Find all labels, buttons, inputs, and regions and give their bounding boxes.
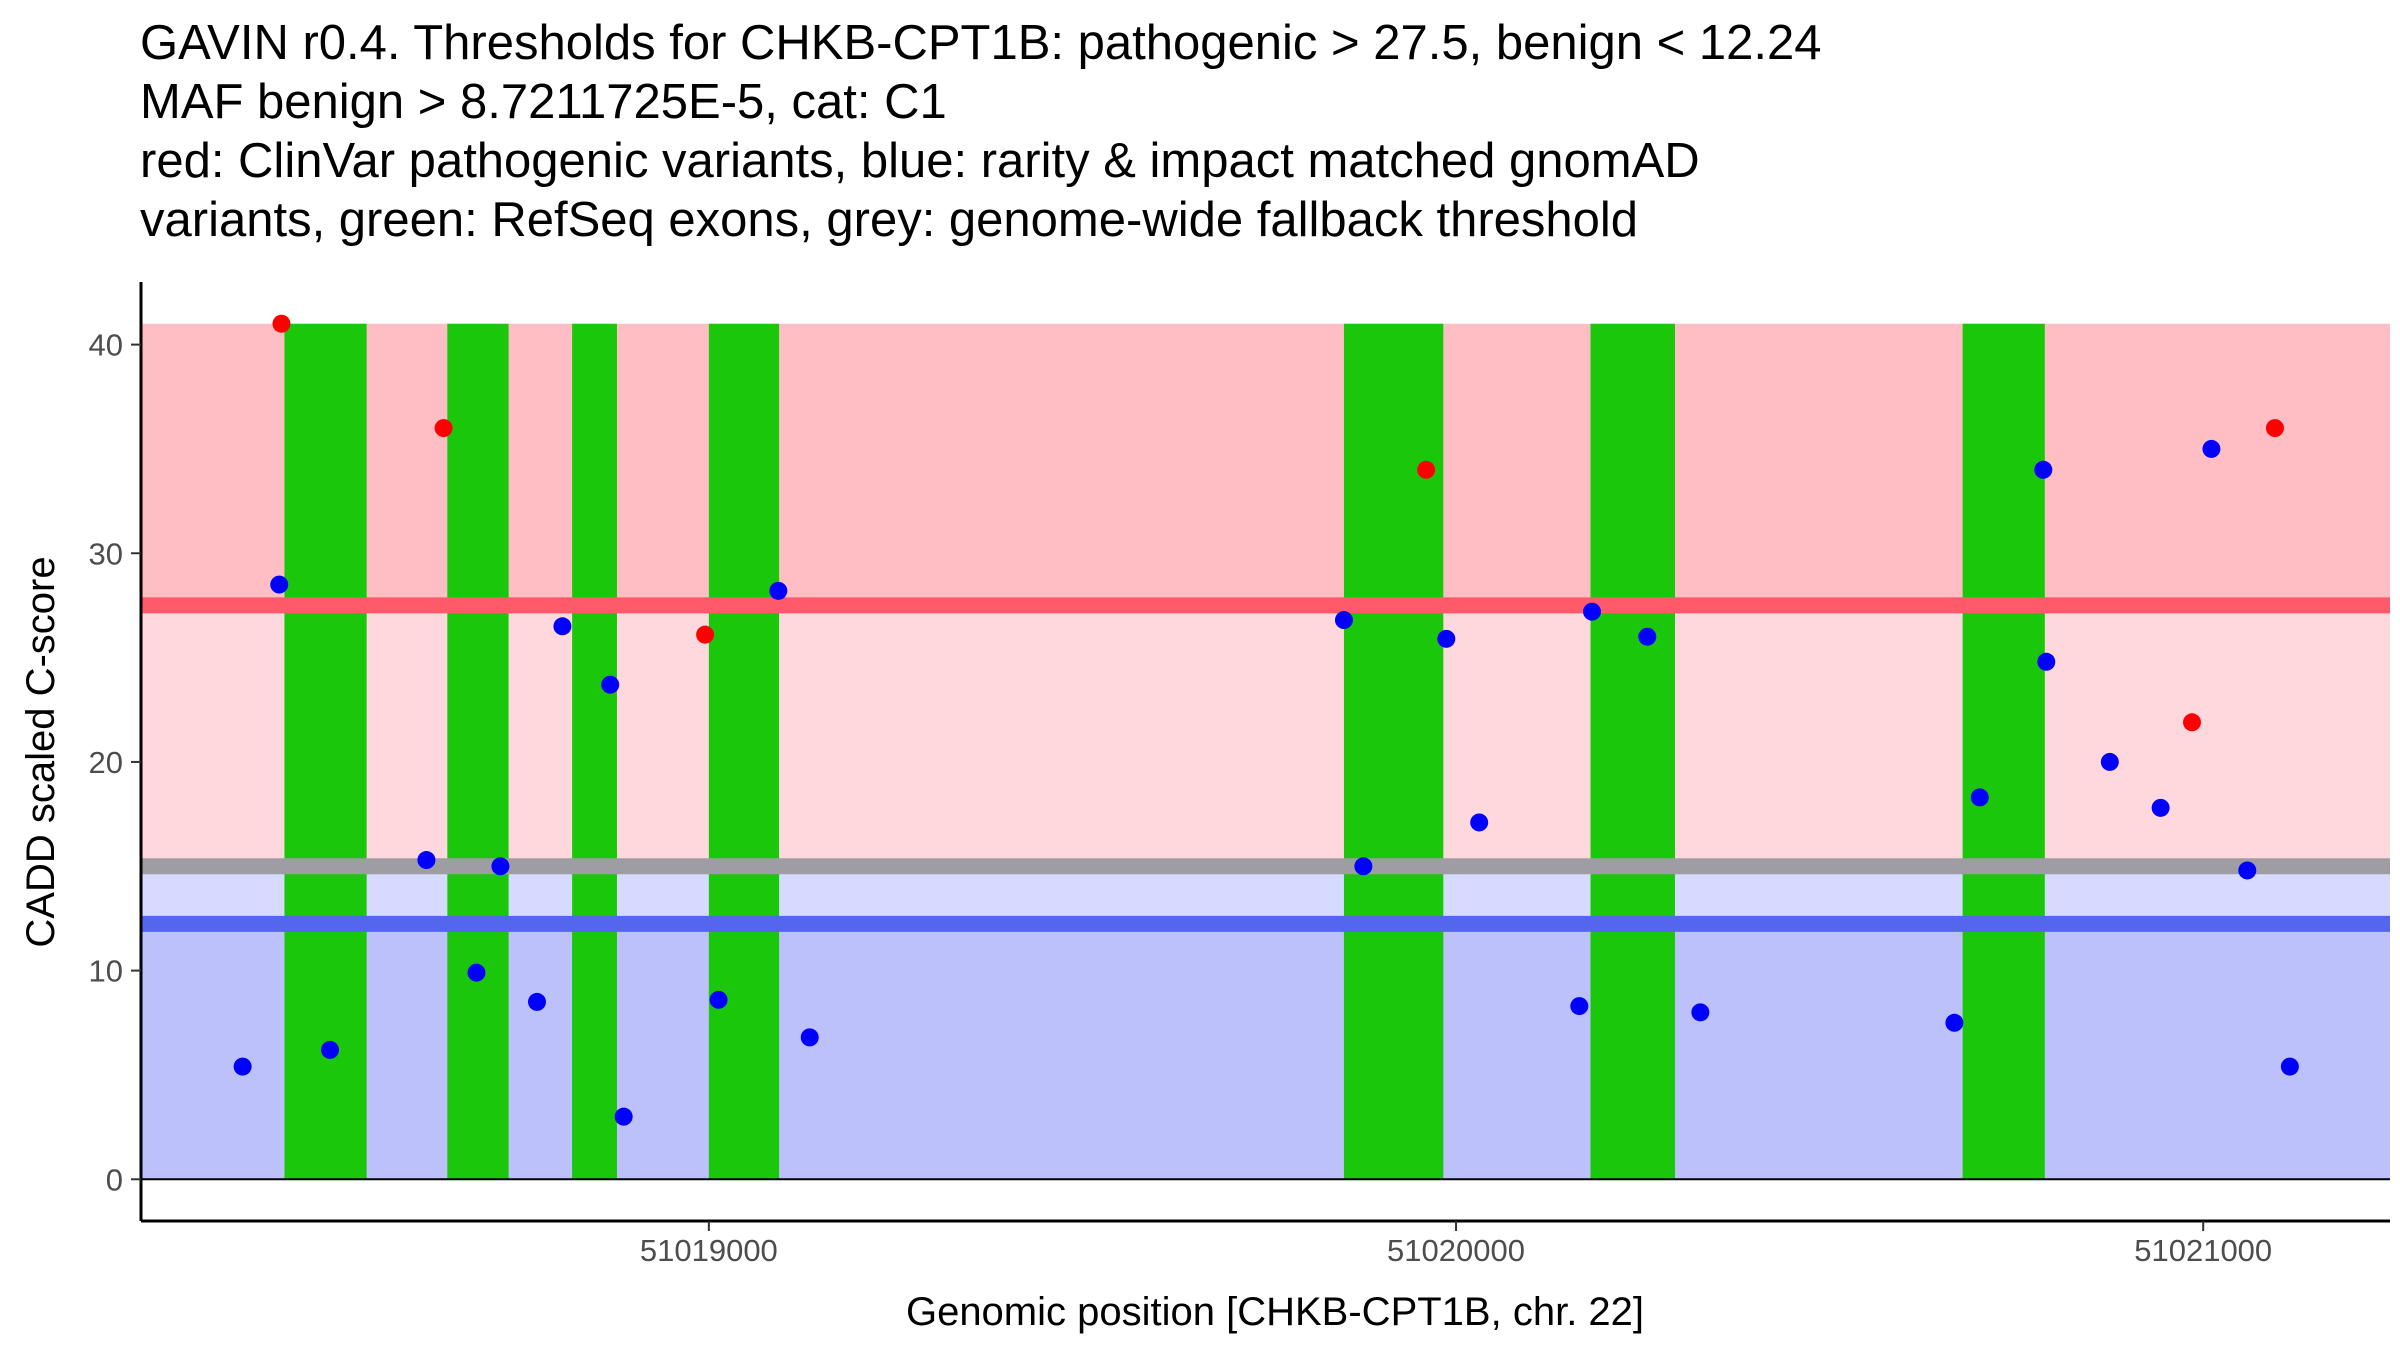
gnomad-variant-point-1 — [233, 1057, 252, 1076]
y-tick-label-10: 10 — [89, 954, 123, 989]
title-line-4: variants, green: RefSeq exons, grey: gen… — [140, 193, 1639, 247]
gnomad-variant-point-18 — [1570, 997, 1589, 1016]
gnomad-variant-point-13 — [800, 1028, 819, 1047]
y-tick-label-40: 40 — [89, 328, 123, 363]
x-tick-label-51020000: 51020000 — [1387, 1233, 1525, 1268]
x-tick-label-51021000: 51021000 — [2134, 1233, 2272, 1268]
gnomad-variant-point-4 — [417, 851, 436, 870]
gnomad-variant-point-5 — [467, 963, 486, 982]
gnomad-variant-point-28 — [2202, 439, 2221, 458]
exon-regions — [284, 323, 2045, 1180]
y-tick-label-30: 30 — [89, 536, 123, 571]
x-axis-label: Genomic position [CHKB-CPT1B, chr. 22] — [906, 1290, 1644, 1334]
exon-bar-1 — [284, 323, 367, 1180]
gnomad-variant-point-7 — [528, 992, 547, 1011]
exon-bar-7 — [1962, 323, 2045, 1180]
clinvar-pathogenic-point-4 — [1417, 460, 1436, 479]
gnomad-variant-point-30 — [2280, 1057, 2299, 1076]
y-tick-label-20: 20 — [89, 745, 123, 780]
exon-bar-5 — [1343, 323, 1444, 1180]
clinvar-pathogenic-point-6 — [2265, 419, 2284, 438]
gnomad-variant-point-29 — [2238, 861, 2257, 880]
gnomad-variant-point-21 — [1691, 1003, 1710, 1022]
gnomad-variant-point-23 — [1970, 788, 1989, 807]
gnomad-variant-point-16 — [1437, 629, 1456, 648]
data-points — [233, 314, 2299, 1126]
gnomad-variant-point-24 — [2034, 460, 2053, 479]
threshold-lines — [141, 597, 2390, 932]
title-line-1: GAVIN r0.4. Thresholds for CHKB-CPT1B: p… — [140, 16, 1822, 70]
exon-bar-6 — [1590, 323, 1675, 1180]
gnomad-variant-point-19 — [1583, 602, 1602, 621]
clinvar-pathogenic-point-3 — [696, 625, 715, 644]
clinvar-pathogenic-point-5 — [2182, 713, 2201, 732]
gnomad-variant-point-17 — [1470, 813, 1489, 832]
axes: 0 10 20 30 40 51019000 51020000 51021000 — [89, 282, 2390, 1268]
exon-bar-4 — [708, 323, 780, 1180]
clinvar-pathogenic-point-1 — [272, 314, 291, 333]
chart-title: GAVIN r0.4. Thresholds for CHKB-CPT1B: p… — [140, 14, 1821, 250]
gnomad-variant-point-26 — [2100, 752, 2119, 771]
gnomad-variant-point-20 — [1638, 627, 1657, 646]
exon-bar-3 — [572, 323, 617, 1180]
gnomad-variant-point-2 — [270, 575, 289, 594]
gnomad-variant-point-8 — [553, 617, 572, 636]
gnomad-variant-point-22 — [1945, 1013, 1964, 1032]
x-tick-label-51019000: 51019000 — [640, 1233, 778, 1268]
gnomad-variant-point-27 — [2151, 798, 2170, 817]
gnomad-variant-point-12 — [769, 581, 788, 600]
gnomad-variant-point-14 — [1334, 611, 1353, 630]
y-axis-label: CADD scaled C-score — [19, 556, 63, 947]
gnomad-variant-point-11 — [709, 990, 728, 1009]
y-tick-label-0: 0 — [106, 1162, 123, 1197]
gnomad-variant-point-9 — [601, 675, 620, 694]
gnomad-variant-point-10 — [614, 1107, 633, 1126]
gnomad-variant-point-3 — [321, 1040, 340, 1059]
gnomad-variant-point-15 — [1354, 857, 1373, 876]
exon-bar-2 — [447, 323, 509, 1180]
gnomad-variant-point-25 — [2037, 652, 2056, 671]
title-line-3: red: ClinVar pathogenic variants, blue: … — [140, 134, 1700, 188]
title-line-2: MAF benign > 8.7211725E-5, cat: C1 — [140, 75, 947, 129]
clinvar-pathogenic-point-2 — [434, 419, 453, 438]
gnomad-variant-point-6 — [491, 857, 510, 876]
